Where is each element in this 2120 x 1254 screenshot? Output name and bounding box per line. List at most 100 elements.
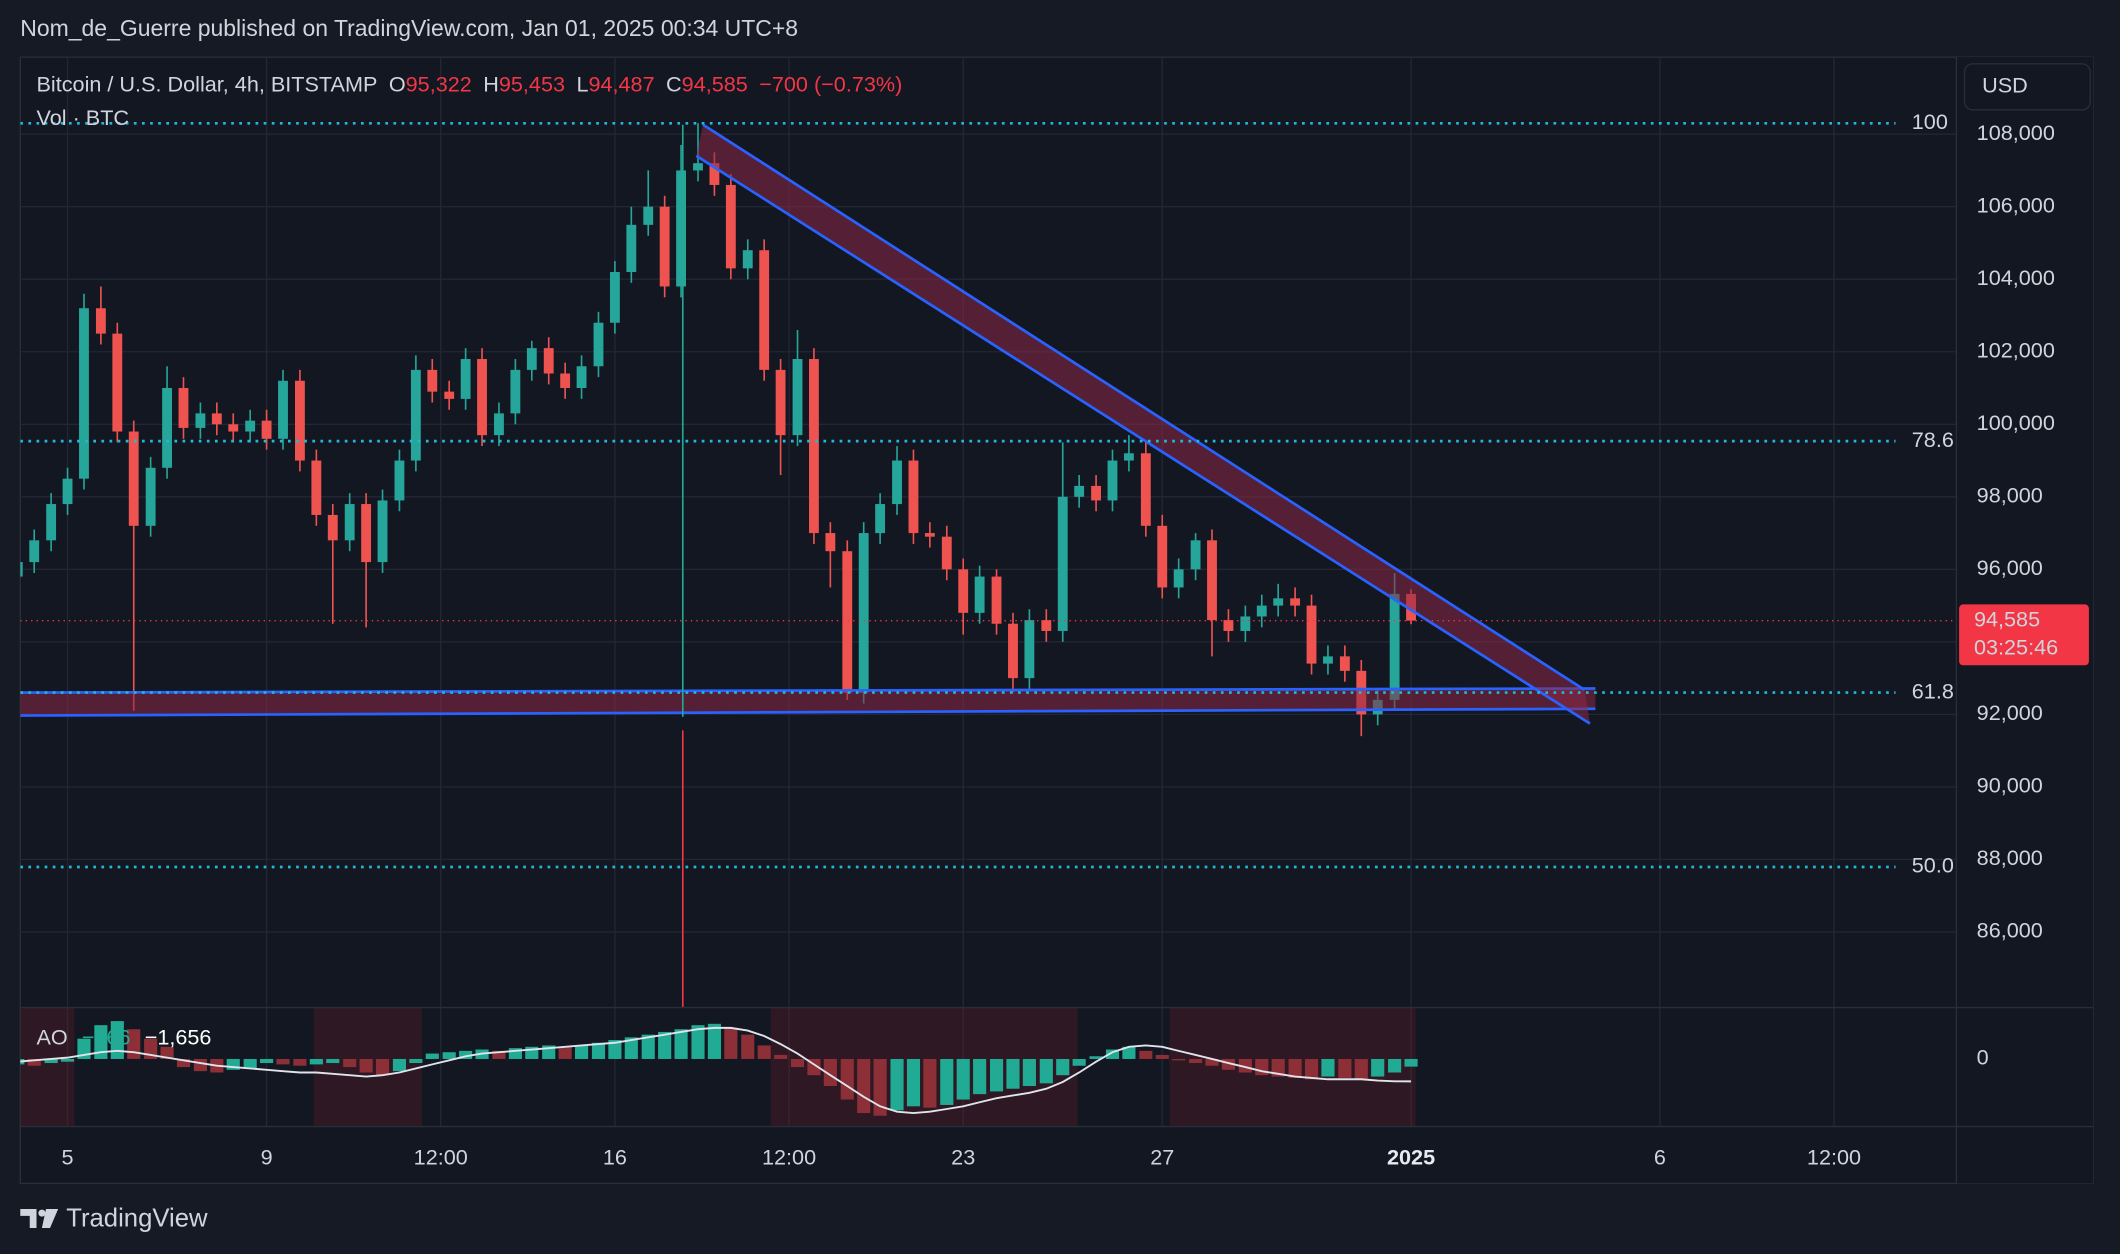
candle-body xyxy=(1091,485,1101,501)
candle-body xyxy=(361,504,372,563)
candle-body xyxy=(676,170,687,287)
candle-body xyxy=(825,533,836,552)
indicator-bar xyxy=(1072,1058,1086,1066)
candle-body xyxy=(20,562,23,577)
indicator-bar xyxy=(857,1058,871,1114)
y-tick-label: 102,000 xyxy=(1977,337,2055,362)
indicator-bar xyxy=(1404,1058,1418,1067)
x-tick-label: 5 xyxy=(62,1145,74,1170)
indicator-bar xyxy=(375,1058,390,1076)
resistance-line xyxy=(695,154,1591,725)
indicator-bar xyxy=(1139,1050,1153,1059)
x-tick-label: 16 xyxy=(603,1145,627,1170)
signal-line xyxy=(20,1026,1412,1115)
indicator-bar xyxy=(1189,1058,1203,1064)
candle-body xyxy=(1173,569,1184,588)
x-tick-label: 6 xyxy=(1654,1145,1666,1170)
indicator-bar xyxy=(193,1058,207,1072)
support-line xyxy=(20,707,1596,717)
candles xyxy=(20,123,1416,737)
indicator-bar xyxy=(508,1048,522,1059)
indicator-bar xyxy=(60,1058,75,1062)
indicator-bar xyxy=(940,1058,954,1105)
x-tick-label: 12:00 xyxy=(762,1145,816,1170)
y-tick-label: 96,000 xyxy=(1977,555,2043,580)
y-tick-label: 106,000 xyxy=(1977,192,2055,217)
candle-body xyxy=(178,388,189,428)
candle-body xyxy=(261,420,272,439)
candle-body xyxy=(974,576,985,613)
indicator-bar xyxy=(1006,1058,1020,1089)
indicator-bar xyxy=(260,1058,274,1064)
candle-body xyxy=(1123,453,1134,461)
candle-body xyxy=(858,533,869,693)
indicator-bar xyxy=(1304,1058,1319,1080)
fib-label: 78.6 xyxy=(1912,427,1954,452)
currency-button[interactable] xyxy=(1963,63,2091,111)
candle-body xyxy=(211,413,222,425)
candle-body xyxy=(344,504,355,541)
brand-logo xyxy=(20,1209,59,1228)
indicator-bar xyxy=(790,1058,805,1068)
y-tick-label: 104,000 xyxy=(1977,265,2055,290)
candle-body xyxy=(1389,593,1400,700)
ohlc-value: 94,487 xyxy=(588,71,654,96)
candle-body xyxy=(1024,620,1035,679)
currency-label[interactable]: USD xyxy=(1982,73,2028,98)
candle-body xyxy=(1140,453,1151,526)
candle-body xyxy=(643,206,654,225)
candle-body xyxy=(775,369,786,436)
candle-body xyxy=(1057,496,1068,631)
indicator-bar xyxy=(591,1042,606,1059)
indicator-bar xyxy=(674,1029,688,1059)
candle-body xyxy=(792,359,803,436)
logo-mark xyxy=(38,1209,46,1217)
candle-body xyxy=(709,163,720,185)
candle-body xyxy=(79,308,89,479)
indicator-bar xyxy=(160,1046,174,1059)
candle-body xyxy=(725,184,736,269)
candle-body xyxy=(1157,525,1168,588)
indicator-bar xyxy=(1205,1058,1219,1066)
indicator-bar xyxy=(1172,1058,1186,1061)
x-tick-label: 9 xyxy=(261,1145,273,1170)
indicator-bar xyxy=(624,1037,638,1059)
candle-body xyxy=(526,348,537,370)
indicator-bar xyxy=(1105,1049,1120,1059)
indicator-bar xyxy=(1056,1058,1070,1076)
ohlc-value: 95,453 xyxy=(499,71,565,96)
candle-body xyxy=(1008,623,1018,679)
candle-body xyxy=(659,206,670,287)
support-line xyxy=(20,687,1596,694)
indicator-bar xyxy=(27,1058,41,1066)
candle-body xyxy=(477,359,487,436)
candle-body xyxy=(245,420,256,432)
candle-body xyxy=(842,551,853,693)
indicator-name: AO xyxy=(37,1024,68,1049)
indicator-bar xyxy=(1388,1058,1402,1073)
fib-label: 100 xyxy=(1912,109,1948,134)
candle-body xyxy=(510,369,521,414)
last-price-label: 94,585 xyxy=(1974,606,2040,631)
logo-mark xyxy=(20,1209,37,1228)
candle-body xyxy=(1240,616,1251,631)
indicator-bar xyxy=(459,1050,473,1059)
x-tick-label: 2025 xyxy=(1387,1145,1435,1170)
candle-body xyxy=(543,348,554,374)
ohlc-key: O xyxy=(389,71,406,96)
candle-body xyxy=(908,460,919,534)
last-price-box xyxy=(1959,604,2089,666)
symbol-title: Bitcoin / U.S. Dollar, 4h, BITSTAMP xyxy=(37,71,378,96)
candle-body xyxy=(145,467,156,526)
candle-body xyxy=(1323,656,1333,664)
candle-body xyxy=(693,163,703,171)
resistance-band xyxy=(696,124,1590,724)
axes: 86,00088,00090,00092,00094,00096,00098,0… xyxy=(62,120,2089,1170)
indicator-bar xyxy=(293,1058,307,1066)
candle-body xyxy=(1107,460,1118,501)
candle-body xyxy=(1223,620,1234,631)
candle-body xyxy=(1290,598,1301,606)
indicator-bar xyxy=(973,1058,987,1095)
candle-body xyxy=(892,460,902,505)
indicator-bar xyxy=(823,1058,837,1087)
